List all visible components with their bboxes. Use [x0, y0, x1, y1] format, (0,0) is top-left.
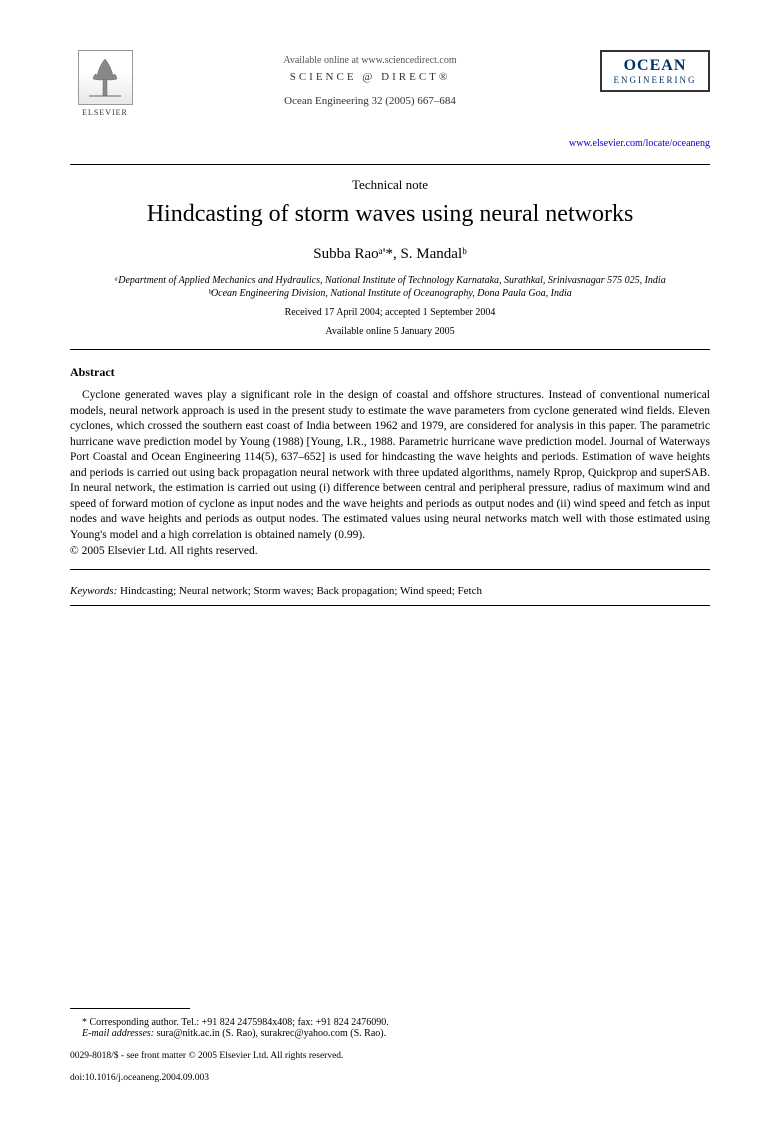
tree-icon [79, 51, 132, 104]
corresponding-author: * Corresponding author. Tel.: +91 824 24… [70, 1017, 710, 1028]
divider-top [70, 164, 710, 165]
center-header: Available online at www.sciencedirect.co… [140, 50, 600, 107]
elsevier-label: ELSEVIER [82, 108, 128, 117]
doi-line: doi:10.1016/j.oceaneng.2004.09.003 [70, 1073, 710, 1083]
available-online-text: Available online at www.sciencedirect.co… [140, 55, 600, 66]
affiliation-a: ᵃDepartment of Applied Mechanics and Hyd… [70, 275, 710, 286]
journal-logo-box: OCEAN ENGINEERING [600, 50, 710, 92]
elsevier-tree-icon [78, 50, 133, 105]
divider-bottom [70, 605, 710, 606]
journal-url-link[interactable]: www.elsevier.com/locate/oceaneng [70, 138, 710, 149]
footer-rule [70, 1008, 190, 1009]
email-label: E-mail addresses: [82, 1028, 154, 1039]
journal-logo-title: OCEAN [607, 57, 703, 75]
science-direct-logo: SCIENCE @ DIRECT® [140, 71, 600, 83]
journal-logo: OCEAN ENGINEERING [600, 50, 710, 92]
keywords-text: Hindcasting; Neural network; Storm waves… [117, 585, 482, 597]
abstract-heading: Abstract [70, 365, 710, 380]
header-row: ELSEVIER Available online at www.science… [70, 50, 710, 130]
received-date: Received 17 April 2004; accepted 1 Septe… [70, 307, 710, 318]
available-date: Available online 5 January 2005 [70, 326, 710, 337]
divider-keywords [70, 569, 710, 570]
divider-mid [70, 349, 710, 350]
journal-reference: Ocean Engineering 32 (2005) 667–684 [140, 95, 600, 107]
elsevier-logo: ELSEVIER [70, 50, 140, 130]
keywords-label: Keywords: [70, 585, 117, 597]
email-line: E-mail addresses: sura@nitk.ac.in (S. Ra… [70, 1028, 710, 1039]
article-type: Technical note [70, 177, 710, 193]
affiliation-b: ᵇOcean Engineering Division, National In… [70, 288, 710, 299]
article-title: Hindcasting of storm waves using neural … [70, 201, 710, 228]
copyright-text: © 2005 Elsevier Ltd. All rights reserved… [70, 545, 710, 557]
journal-logo-subtitle: ENGINEERING [607, 75, 703, 85]
issn-line: 0029-8018/$ - see front matter © 2005 El… [70, 1051, 710, 1061]
footer: * Corresponding author. Tel.: +91 824 24… [70, 1008, 710, 1083]
authors: Subba Raoᵃ'*, S. Mandalᵇ [70, 246, 710, 263]
abstract-text: Cyclone generated waves play a significa… [70, 388, 710, 543]
keywords: Keywords: Hindcasting; Neural network; S… [70, 585, 710, 597]
email-addresses: sura@nitk.ac.in (S. Rao), surakrec@yahoo… [154, 1028, 386, 1039]
